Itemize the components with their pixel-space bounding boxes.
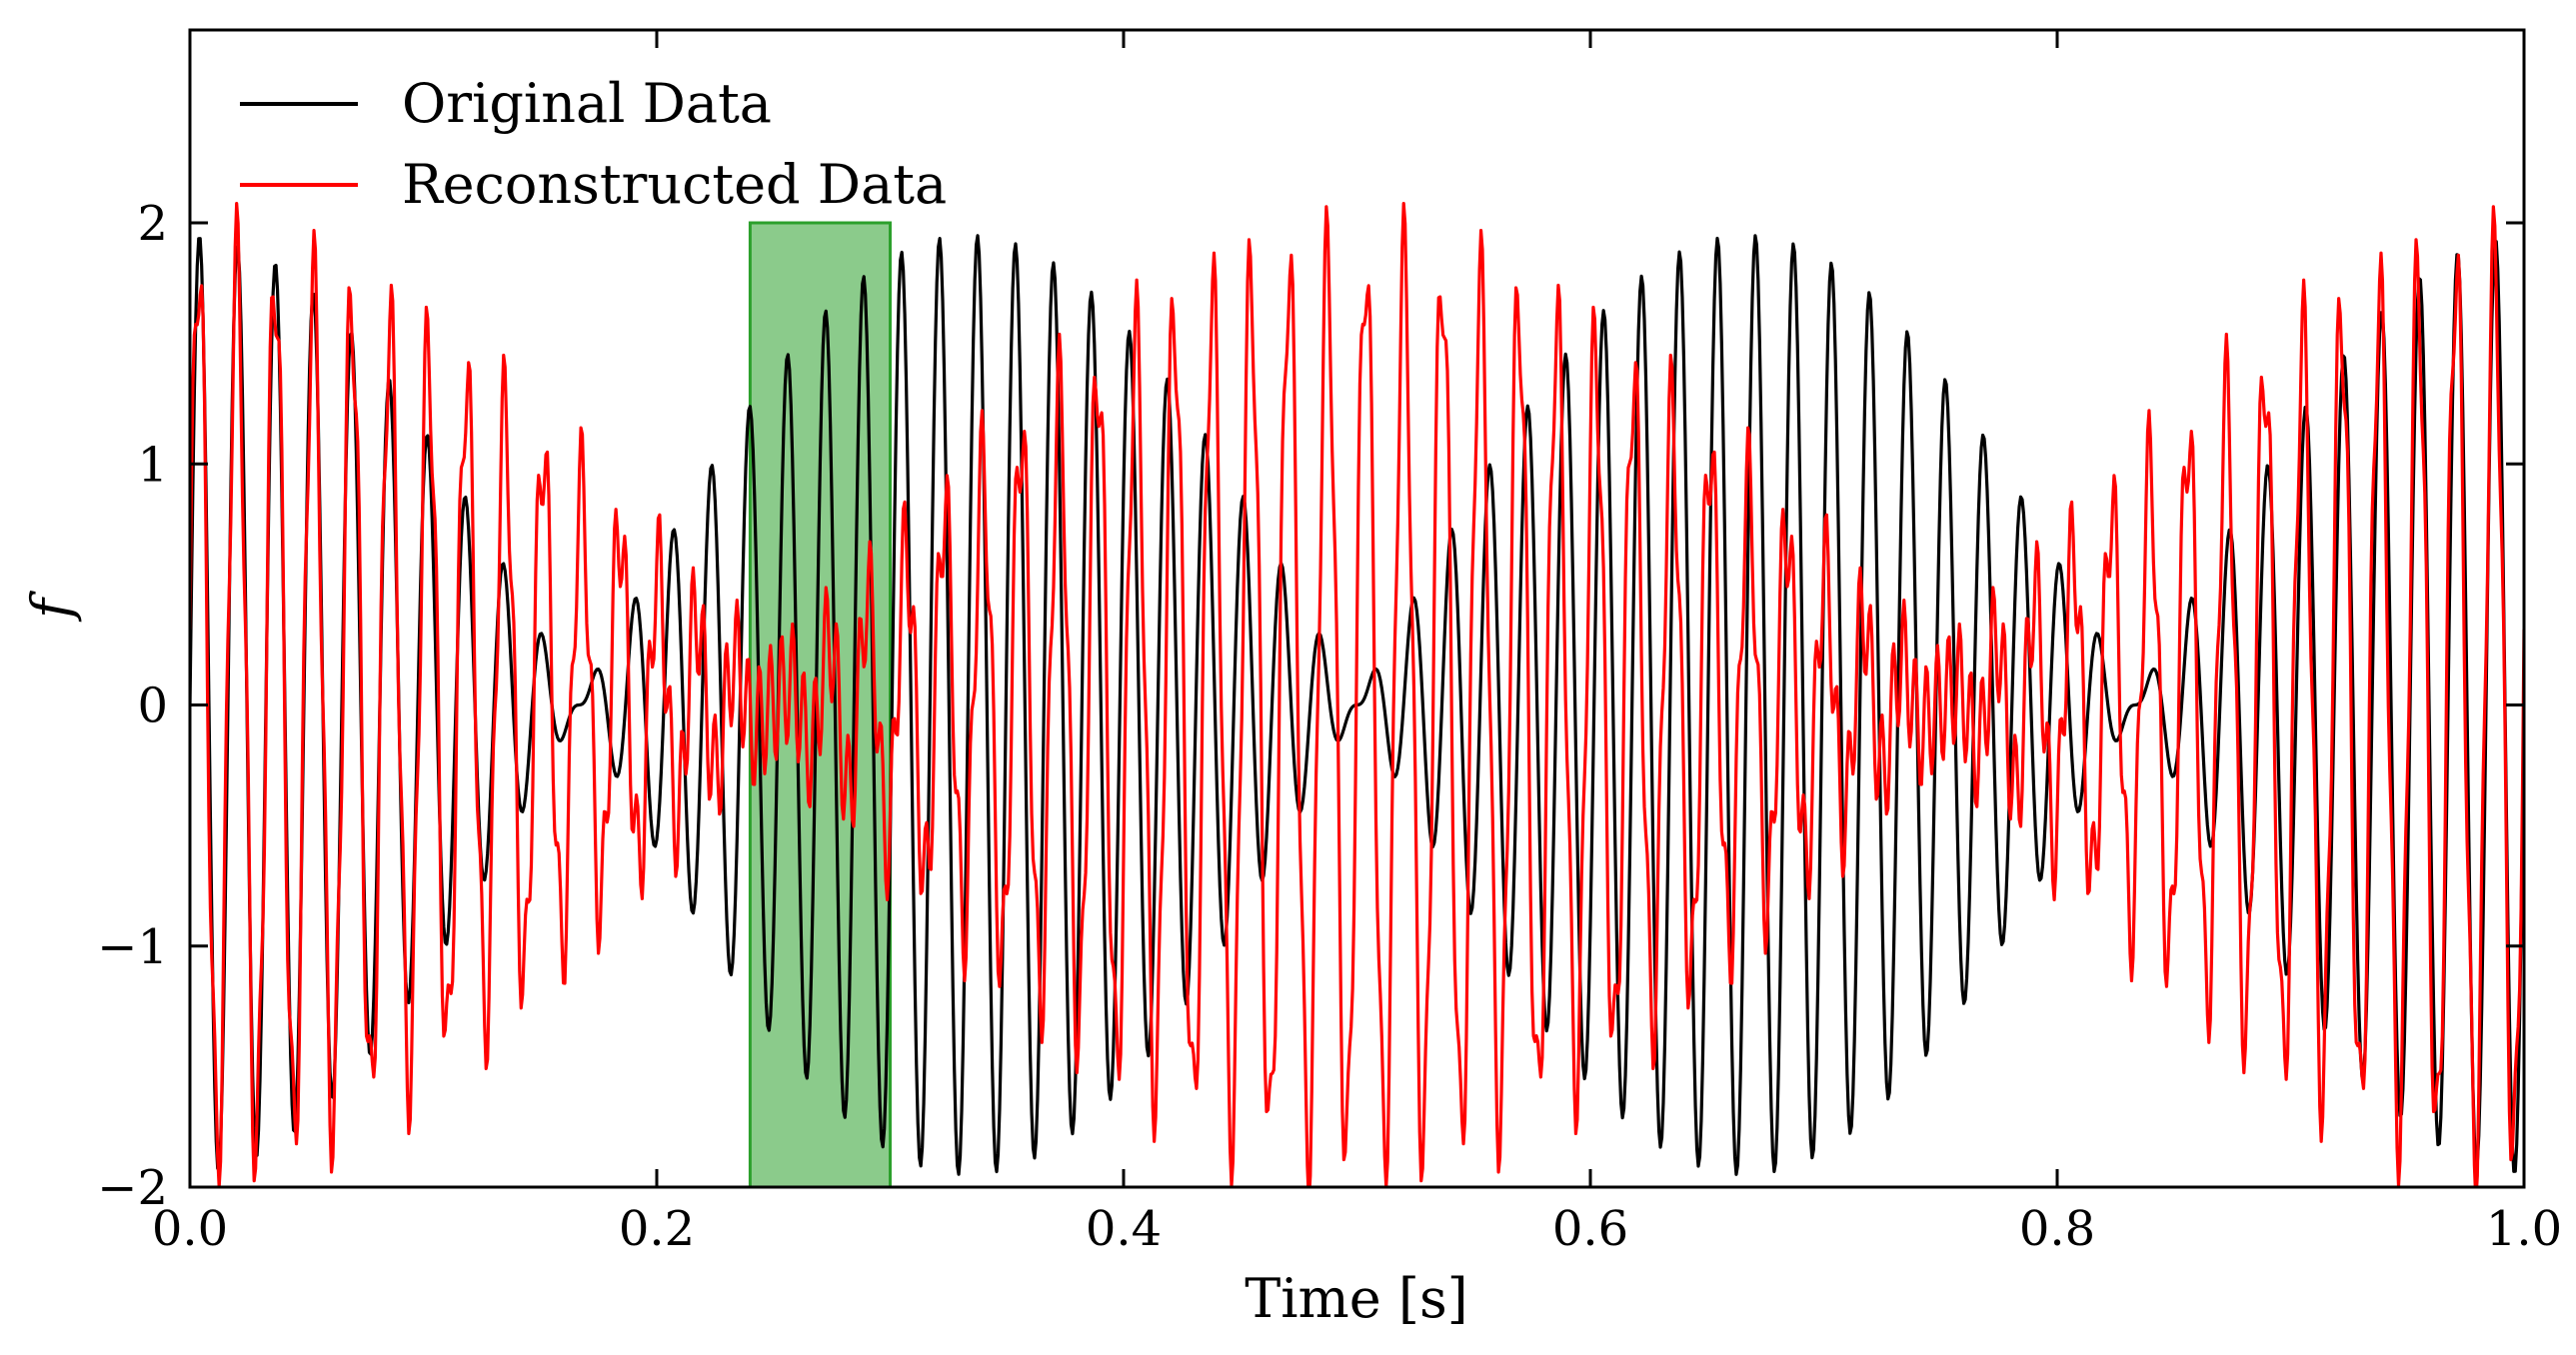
y-tick-label: −2 <box>97 1160 168 1216</box>
x-tick-label: 0.8 <box>2019 1201 2095 1257</box>
highlight-region <box>748 221 893 1189</box>
y-tick-label: 0 <box>137 678 168 734</box>
x-tick-label: 0.6 <box>1552 1201 1628 1257</box>
y-tick-label: 1 <box>137 437 168 493</box>
legend: Original Data Reconstructed Data <box>240 72 947 216</box>
x-tick-label: 0.4 <box>1086 1201 1162 1257</box>
x-axis-label: Time [s] <box>1245 1267 1467 1330</box>
plot-area <box>188 28 2526 1189</box>
axes-frame <box>188 28 2526 1189</box>
x-tick-labels: 0.0 0.2 0.4 0.6 0.8 1.0 <box>152 1201 2562 1257</box>
highlight-layer <box>748 221 893 1189</box>
series-line-reconstructed <box>190 201 2524 1187</box>
x-tick-label: 0.2 <box>619 1201 695 1257</box>
y-tick-labels: −2 −1 0 1 2 <box>97 196 168 1216</box>
legend-label-original: Original Data <box>402 72 772 135</box>
x-tick-label: 0.0 <box>152 1201 228 1257</box>
series-layer <box>190 201 2524 1187</box>
y-tick-label: −1 <box>97 919 168 975</box>
y-tick-label: 2 <box>137 196 168 252</box>
legend-label-reconstructed: Reconstructed Data <box>402 153 947 216</box>
x-tick-label: 1.0 <box>2486 1201 2562 1257</box>
